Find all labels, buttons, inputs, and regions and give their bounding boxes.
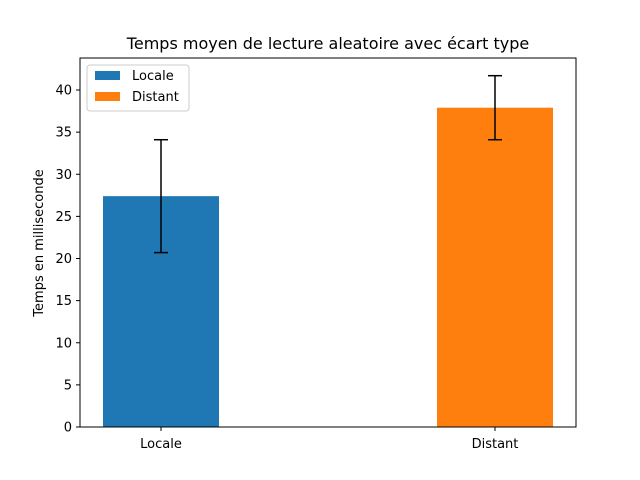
y-tick-label-35: 35 bbox=[55, 126, 72, 141]
y-tick-label-40: 40 bbox=[55, 84, 72, 99]
legend-label-locale: Locale bbox=[132, 69, 174, 84]
plot-area-frame bbox=[79, 57, 577, 428]
y-tick-label-15: 15 bbox=[55, 294, 72, 309]
y-axis-ticks: 0 5 10 15 20 25 30 35 40 bbox=[55, 84, 80, 436]
y-tick-label-5: 5 bbox=[64, 378, 72, 393]
legend-swatch-locale bbox=[95, 71, 120, 80]
y-axis-label: Temps en milliseconde bbox=[32, 169, 47, 317]
y-tick-label-20: 20 bbox=[55, 252, 72, 267]
legend-label-distant: Distant bbox=[132, 90, 179, 105]
error-bars-group bbox=[154, 74, 502, 254]
y-tick-label-30: 30 bbox=[55, 168, 72, 183]
y-tick-label-25: 25 bbox=[55, 210, 72, 225]
bar-distant bbox=[437, 107, 553, 428]
x-tick-label-locale: Locale bbox=[140, 437, 182, 452]
x-tick-label-distant: Distant bbox=[472, 437, 519, 452]
y-tick-label-10: 10 bbox=[55, 336, 72, 351]
legend-swatch-distant bbox=[95, 92, 120, 101]
legend: Locale Distant bbox=[86, 64, 190, 112]
bars-group bbox=[103, 107, 553, 428]
x-axis-ticks: Locale Distant bbox=[140, 427, 518, 452]
y-tick-label-0: 0 bbox=[64, 421, 72, 436]
chart-title: Temps moyen de lecture aleatoire avec éc… bbox=[126, 34, 529, 53]
